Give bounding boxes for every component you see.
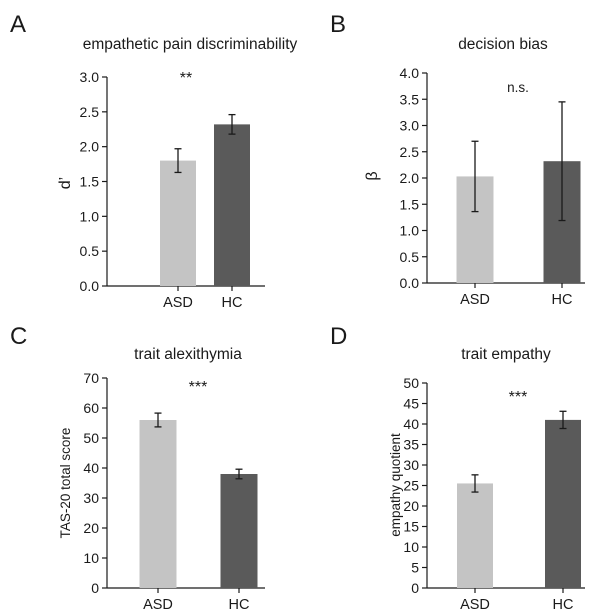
bar-asd (457, 483, 493, 588)
panel-label: D (330, 323, 347, 350)
panel-label: A (10, 11, 26, 38)
y-tick-label: 1.5 (80, 174, 100, 190)
bar-asd (139, 420, 177, 588)
y-tick-label: 40 (403, 416, 419, 432)
y-tick-label: 1.5 (400, 196, 420, 212)
y-axis-label: d’ (57, 177, 74, 189)
significance-label: *** (189, 379, 208, 396)
y-tick-label: 0.0 (80, 278, 100, 294)
y-tick-label: 20 (83, 520, 99, 536)
y-tick-label: 2.0 (400, 170, 420, 186)
bar-hc (220, 474, 258, 588)
chart-title: trait empathy (461, 346, 551, 363)
y-tick-label: 50 (403, 375, 419, 391)
x-tick-label: ASD (163, 295, 193, 311)
chart-title: trait alexithymia (134, 346, 242, 363)
y-tick-label: 20 (403, 498, 419, 514)
y-tick-label: 25 (403, 478, 419, 494)
bar-hc (214, 124, 250, 286)
y-tick-label: 5 (411, 560, 419, 576)
y-tick-label: 40 (83, 460, 99, 476)
panel-label: C (10, 323, 27, 350)
y-tick-label: 70 (83, 370, 99, 386)
y-tick-label: 10 (403, 539, 419, 555)
y-tick-label: 3.0 (80, 69, 100, 85)
y-tick-label: 0 (91, 580, 99, 596)
y-tick-label: 60 (83, 400, 99, 416)
y-tick-label: 1.0 (400, 223, 420, 239)
significance-label: n.s. (507, 80, 529, 95)
y-tick-label: 35 (403, 437, 419, 453)
y-tick-label: 3.5 (400, 91, 420, 107)
x-tick-label: ASD (460, 292, 490, 308)
y-tick-label: 45 (403, 396, 419, 412)
bar-asd (160, 160, 196, 286)
y-tick-label: 10 (83, 550, 99, 566)
y-tick-label: 0.5 (80, 243, 100, 259)
x-tick-label: ASD (143, 597, 173, 612)
y-tick-label: 0.5 (400, 249, 420, 265)
y-tick-label: 30 (403, 457, 419, 473)
y-tick-label: 3.0 (400, 118, 420, 134)
y-tick-label: 2.5 (80, 104, 100, 120)
panel-label: B (330, 11, 346, 38)
y-tick-label: 30 (83, 490, 99, 506)
y-tick-label: 15 (403, 519, 419, 535)
y-axis-label: empathy quotient (388, 433, 403, 537)
y-tick-label: 1.0 (80, 208, 100, 224)
y-tick-label: 0.0 (400, 275, 420, 291)
y-tick-label: 2.5 (400, 144, 420, 160)
x-tick-label: ASD (460, 597, 490, 612)
chart-title: decision bias (458, 36, 548, 53)
significance-label: *** (509, 389, 528, 406)
y-tick-label: 50 (83, 430, 99, 446)
y-tick-label: 2.0 (80, 139, 100, 155)
x-tick-label: HC (552, 292, 573, 308)
significance-label: ** (180, 70, 192, 87)
bar-hc (545, 419, 581, 588)
x-tick-label: HC (229, 597, 250, 612)
y-axis-label: β (364, 171, 381, 180)
x-tick-label: HC (222, 295, 243, 311)
y-tick-label: 0 (411, 580, 419, 596)
x-tick-label: HC (553, 597, 574, 612)
y-axis-label: TAS-20 total score (58, 428, 73, 539)
chart-title: empathetic pain discriminability (83, 36, 298, 53)
y-tick-label: 4.0 (400, 65, 420, 81)
